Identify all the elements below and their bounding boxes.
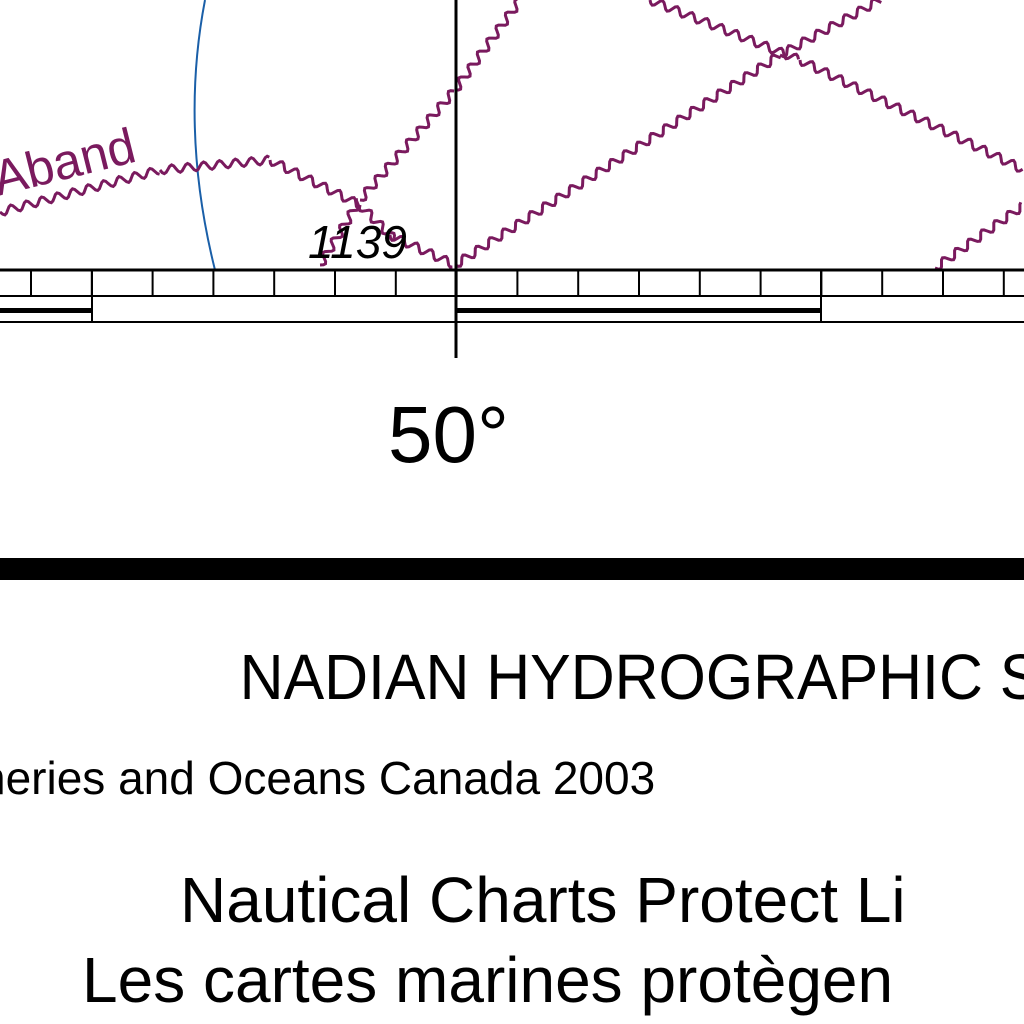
copyright-line: heries and Oceans Canada 2003 — [0, 752, 656, 804]
cable-segment — [798, 59, 1024, 173]
cable-segment — [319, 198, 361, 267]
cable-segment — [388, 234, 453, 269]
latitude-label: 50° — [388, 390, 509, 479]
cable-segment — [0, 166, 160, 217]
cable-segment — [934, 201, 1023, 271]
cable-segment — [268, 159, 359, 210]
cable-lines — [0, 0, 1024, 271]
slogan-english: Nautical Charts Protect Li — [180, 864, 906, 936]
cable-segment — [648, 0, 801, 61]
cable-segment — [454, 53, 782, 268]
cable-segment — [359, 89, 455, 202]
cable-segment — [158, 154, 270, 176]
heavy-rule — [0, 558, 1024, 580]
organization-title: NADIAN HYDROGRAPHIC SERV — [239, 641, 1024, 713]
cable-segment — [357, 204, 397, 240]
graduated-border-scale — [0, 268, 1024, 323]
sounding-label: 1139 — [308, 216, 407, 268]
blue-contour-line — [193, 0, 216, 271]
cable-segment — [455, 0, 519, 92]
slogan-french: Les cartes marines protègen — [82, 944, 894, 1016]
cable-segment — [779, 0, 882, 59]
